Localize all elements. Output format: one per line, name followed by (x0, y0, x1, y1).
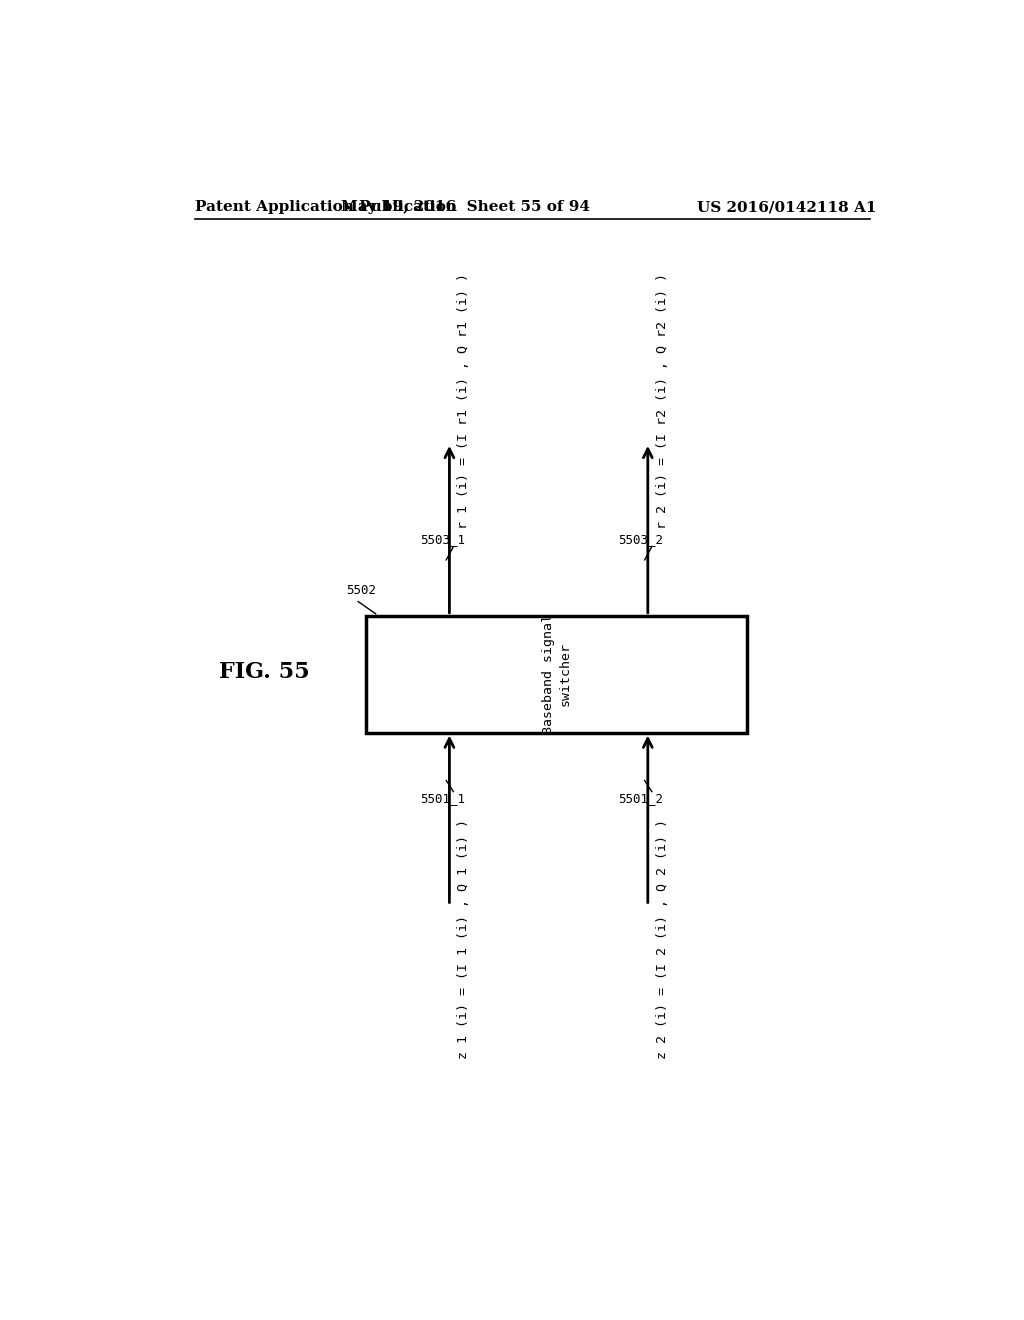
Text: May 19, 2016  Sheet 55 of 94: May 19, 2016 Sheet 55 of 94 (341, 201, 590, 214)
Text: z 1 (i) = (I 1 (i) , Q 1 (i) ): z 1 (i) = (I 1 (i) , Q 1 (i) ) (458, 818, 470, 1059)
Text: 5501_2: 5501_2 (618, 792, 664, 805)
Bar (367, 615, 748, 733)
Text: 5503_2: 5503_2 (618, 533, 664, 546)
Text: US 2016/0142118 A1: US 2016/0142118 A1 (697, 201, 877, 214)
Text: z 2 (i) = (I 2 (i) , Q 2 (i) ): z 2 (i) = (I 2 (i) , Q 2 (i) ) (655, 818, 669, 1059)
Text: FIG. 55: FIG. 55 (219, 661, 310, 682)
Text: r 1 (i) = (I r1 (i) , Q r1 (i) ): r 1 (i) = (I r1 (i) , Q r1 (i) ) (458, 273, 470, 529)
Text: Baseband signal
switcher: Baseband signal switcher (542, 614, 571, 734)
Text: 5502: 5502 (346, 585, 376, 598)
Text: Patent Application Publication: Patent Application Publication (196, 201, 458, 214)
Text: 5501_1: 5501_1 (420, 792, 465, 805)
Text: 5503_1: 5503_1 (420, 533, 465, 546)
Text: r 2 (i) = (I r2 (i) , Q r2 (i) ): r 2 (i) = (I r2 (i) , Q r2 (i) ) (655, 273, 669, 529)
